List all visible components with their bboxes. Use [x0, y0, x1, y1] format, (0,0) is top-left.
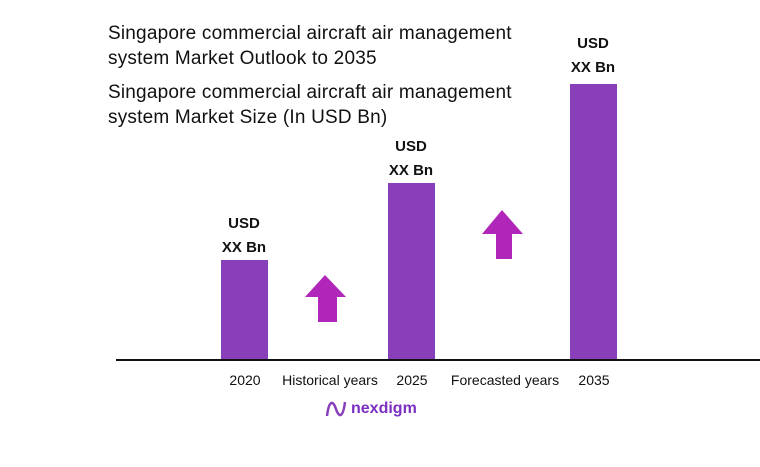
nexdigm-logo-icon — [325, 401, 347, 417]
x-tick-2025: 2025 — [396, 372, 428, 388]
x-tick-2035: 2035 — [578, 372, 610, 388]
historical-up-arrow-icon — [305, 275, 346, 322]
data-label-2020: USD XX Bn — [221, 215, 267, 256]
x-tick-2020: 2020 — [229, 372, 261, 388]
chart-title: Singapore commercial aircraft air manage… — [108, 23, 512, 69]
nexdigm-logo: nexdigm — [325, 398, 417, 420]
bar-2020 — [221, 260, 268, 360]
forecasted-years-label: Forecasted years — [450, 372, 560, 388]
forecast-up-arrow-icon — [482, 210, 523, 259]
data-label-2025: USD XX Bn — [388, 138, 434, 179]
chart-subtitle: Singapore commercial aircraft air manage… — [108, 82, 512, 128]
data-label-2035: USD XX Bn — [570, 35, 616, 76]
bar-2025 — [388, 183, 435, 360]
bar-2035 — [570, 84, 617, 360]
logo-text: nexdigm — [351, 400, 417, 417]
historical-years-label: Historical years — [282, 372, 378, 388]
